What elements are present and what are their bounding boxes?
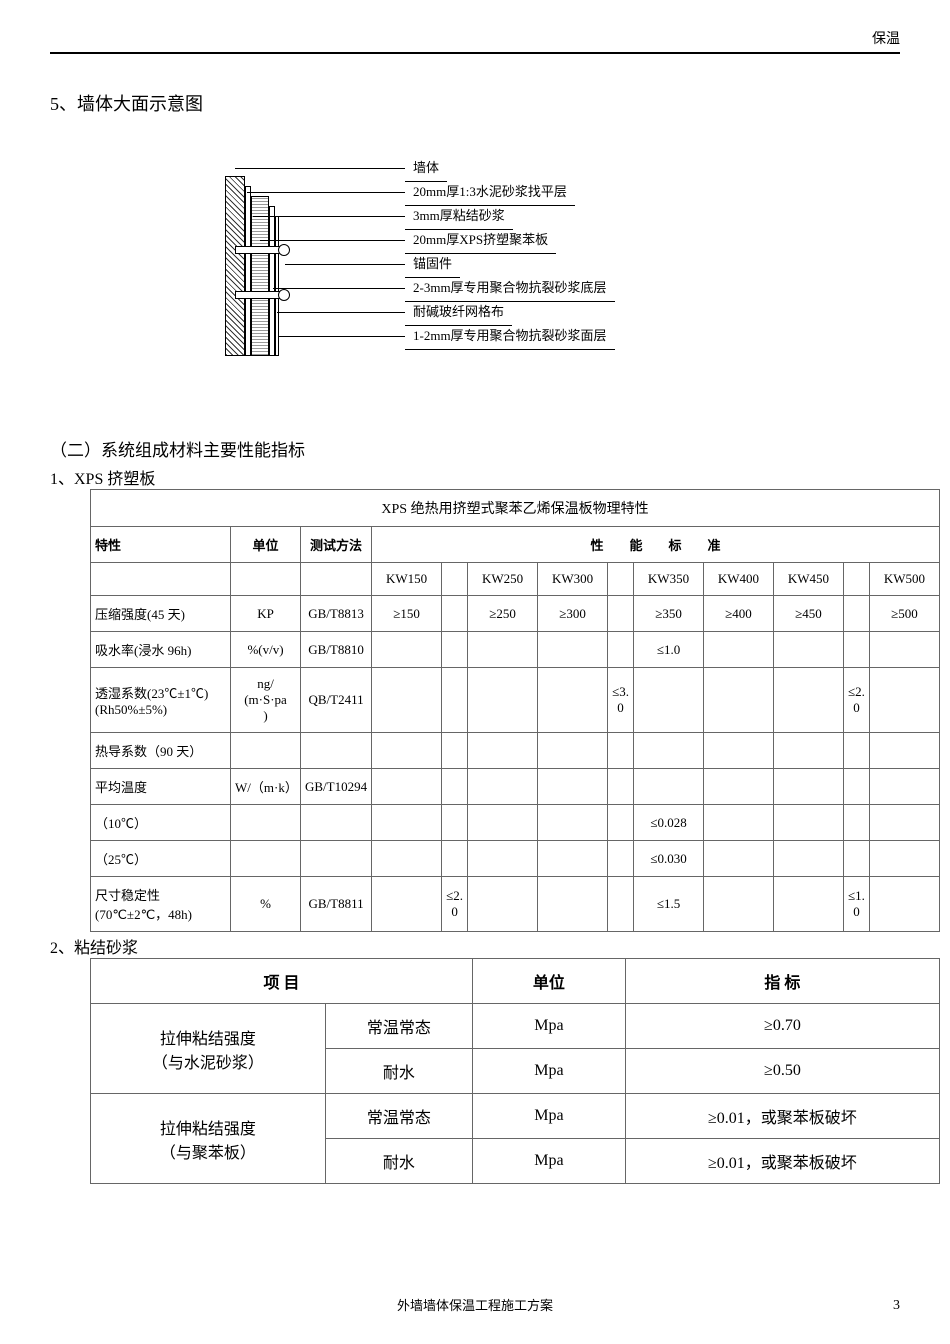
header-right-label: 保温: [50, 28, 900, 54]
diagram-layer-xps: [251, 196, 269, 356]
xps-th: 性 能 标 准: [372, 527, 940, 563]
diagram-label: 2-3mm厚专用聚合物抗裂砂浆底层: [405, 276, 615, 302]
xps-th: 单位: [231, 527, 301, 563]
diagram-label: 锚固件: [405, 252, 460, 278]
table-row: 压缩强度(45 天)KPGB/T8813≥150≥250≥300≥350≥400…: [91, 596, 940, 632]
xps-th: 特性: [91, 527, 231, 563]
mortar-table: 项 目 单位 指 标 拉伸粘结强度 （与水泥砂浆） 常温常态 Mpa ≥0.70…: [90, 958, 940, 1184]
table-row: 吸水率(浸水 96h)%(v/v)GB/T8810≤1.0: [91, 632, 940, 668]
xps-th: 测试方法: [301, 527, 372, 563]
table-row: 透湿系数(23℃±1℃) (Rh50%±5%)ng/ (m·S·pa )QB/T…: [91, 668, 940, 733]
diagram-layer-wall: [225, 176, 245, 356]
xps-grade-row: KW150 KW250 KW300 KW350 KW400 KW450 KW50…: [91, 563, 940, 596]
xps-caption: XPS 绝热用挤塑式聚苯乙烯保温板物理特性: [91, 490, 940, 527]
footer-text: 外墙墙体保温工程施工方案: [50, 1295, 900, 1314]
mortar-th: 单位: [473, 959, 626, 1004]
mortar-th: 项 目: [91, 959, 473, 1004]
diagram-anchor: [235, 246, 285, 254]
xps-item-label: 1、XPS 挤塑板: [50, 465, 900, 489]
table-row: （10℃）≤0.028: [91, 805, 940, 841]
diagram-label: 20mm厚XPS挤塑聚苯板: [405, 228, 556, 254]
xps-table: XPS 绝热用挤塑式聚苯乙烯保温板物理特性 特性 单位 测试方法 性 能 标 准…: [90, 489, 940, 932]
diagram-layer-mesh: [275, 216, 279, 356]
table-row: 拉伸粘结强度 （与聚苯板） 常温常态 Mpa ≥0.01，或聚苯板破坏: [91, 1094, 940, 1139]
mortar-item-label: 2、粘结砂浆: [50, 934, 900, 958]
table-row: 热导系数（90 天）: [91, 733, 940, 769]
diagram-label: 1-2mm厚专用聚合物抗裂砂浆面层: [405, 324, 615, 350]
diagram-anchor: [235, 291, 285, 299]
table-row: （25℃）≤0.030: [91, 841, 940, 877]
table-row: 平均温度W/（m·k）GB/T10294: [91, 769, 940, 805]
table-row: 尺寸稳定性 (70℃±2℃，48h)%GB/T8811≤2. 0≤1.5≤1. …: [91, 877, 940, 932]
diagram-label: 墙体: [405, 156, 447, 182]
section-5-title: 5、墙体大面示意图: [50, 90, 900, 116]
table-row: 拉伸粘结强度 （与水泥砂浆） 常温常态 Mpa ≥0.70: [91, 1004, 940, 1049]
diagram-label: 耐碱玻纤网格布: [405, 300, 512, 326]
diagram-label: 3mm厚粘结砂浆: [405, 204, 513, 230]
section-2-heading: （二）系统组成材料主要性能指标: [50, 436, 900, 461]
diagram-label: 20mm厚1:3水泥砂浆找平层: [405, 180, 575, 206]
mortar-th: 指 标: [625, 959, 939, 1004]
page-number: 3: [893, 1298, 900, 1314]
wall-diagram: 墙体 20mm厚1:3水泥砂浆找平层 3mm厚粘结砂浆 20mm厚XPS挤塑聚苯…: [50, 156, 900, 376]
